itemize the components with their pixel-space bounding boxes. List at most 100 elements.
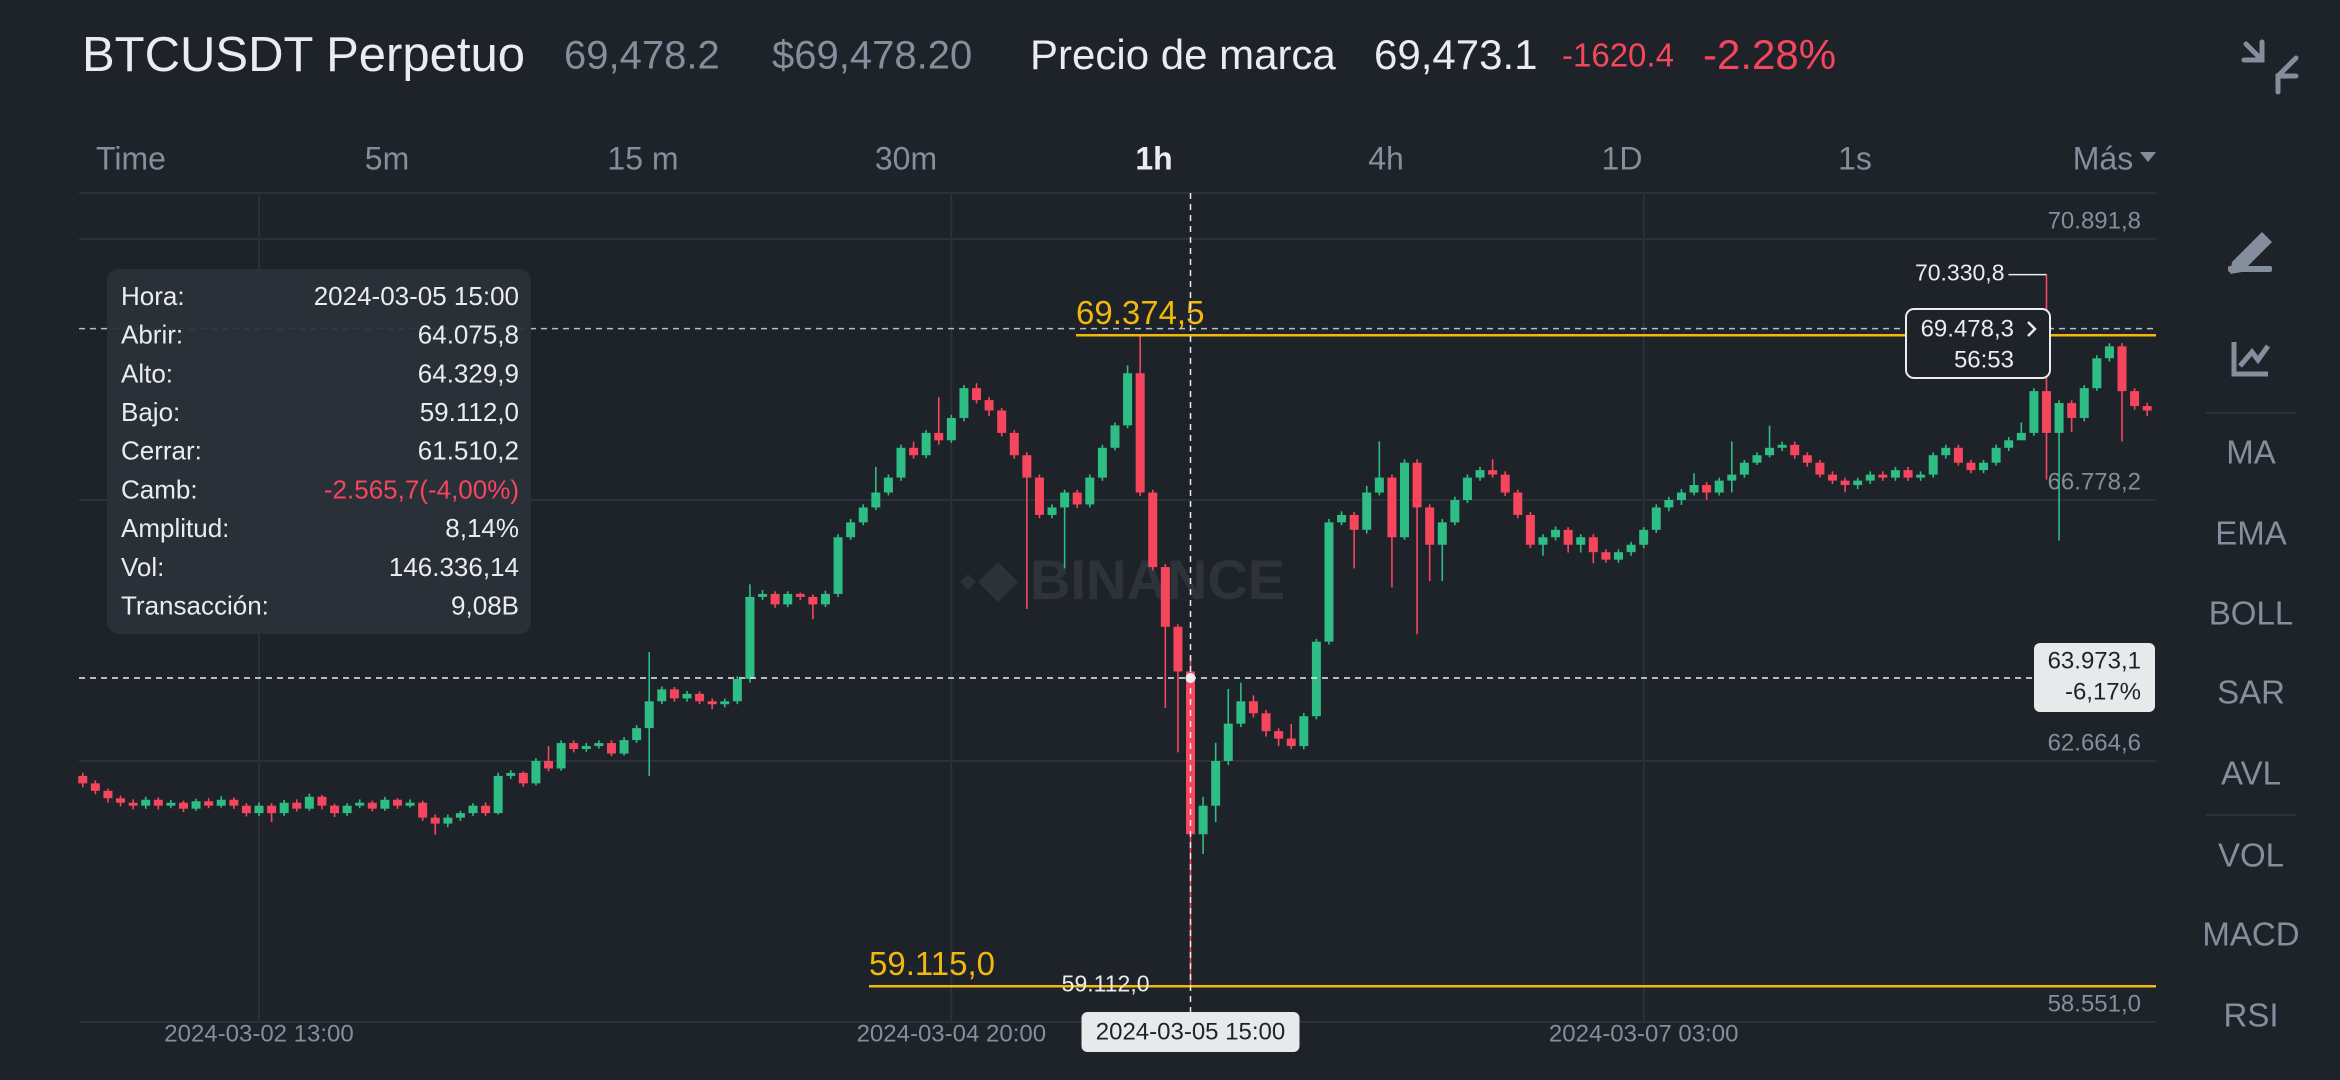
candle-body (934, 432, 944, 441)
candle-body (254, 805, 264, 814)
interval-tab[interactable]: 4h (1368, 140, 1404, 176)
candle-body (342, 805, 352, 814)
candle-body (1047, 507, 1057, 515)
last-price-value: 69.478,3 (1921, 315, 2014, 342)
candle-body (2054, 403, 2064, 433)
candle-body (1815, 462, 1825, 475)
candle-body (1034, 477, 1044, 515)
indicator-button[interactable]: EMA (2215, 515, 2287, 552)
candle-body (2079, 388, 2089, 418)
candle-body (820, 593, 830, 605)
countdown: 56:53 (1954, 346, 2014, 373)
candle-body (1500, 474, 1510, 493)
y-tick-label: 66.778,2 (2048, 468, 2141, 495)
mark-price: 69,473.1 (1374, 31, 1538, 78)
candle-body (1110, 425, 1120, 448)
candle-body (984, 400, 994, 411)
candle-body (770, 593, 780, 605)
candle-body (90, 783, 100, 791)
collapse-icon[interactable] (2241, 39, 2299, 95)
candle-body (1979, 462, 1989, 471)
candle-body (795, 593, 805, 597)
indicator-button[interactable]: AVL (2221, 755, 2281, 792)
candle-body (141, 799, 151, 806)
candle-body (1865, 474, 1875, 481)
interval-tab[interactable]: Más (2073, 140, 2133, 176)
candle-body (1173, 626, 1183, 672)
candle-body (1450, 500, 1460, 523)
candle-body (1425, 507, 1435, 545)
candle-body (569, 743, 579, 750)
interval-tab[interactable]: 1s (1838, 140, 1872, 176)
candle-body (581, 746, 591, 750)
candle-body (1563, 529, 1573, 545)
candle-body (2029, 391, 2039, 433)
indicator-button[interactable]: BOLL (2209, 595, 2293, 632)
candle-body (544, 760, 554, 769)
candle-body (1148, 492, 1158, 568)
candle-body (1953, 447, 1963, 463)
candle-body (1362, 492, 1372, 530)
candle-body (1827, 474, 1837, 481)
interval-tab[interactable]: Time (96, 140, 166, 176)
info-label: Transacción: (121, 590, 269, 620)
low-label: 59.112,0 (1062, 970, 1150, 996)
candle-body (1488, 470, 1498, 475)
interval-tab[interactable]: 30m (875, 140, 937, 176)
crosshair-time: 2024-03-05 15:00 (1096, 1018, 1286, 1045)
candle-body (1551, 529, 1561, 538)
draw-tool-icon[interactable] (2228, 232, 2272, 274)
indicator-icon[interactable] (2231, 342, 2271, 377)
candle-body (1286, 738, 1296, 747)
candle-body (1588, 537, 1598, 553)
candle-body (1790, 444, 1800, 456)
candle-body (2041, 391, 2051, 433)
candle-body (732, 678, 742, 702)
candle-body (1739, 462, 1749, 475)
candle-body (1601, 552, 1611, 560)
candle-body (1248, 701, 1258, 714)
interval-tab[interactable]: 15 m (607, 140, 678, 176)
candle-body (380, 799, 390, 809)
info-label: Camb: (121, 474, 198, 504)
info-value: 8,14% (445, 513, 519, 543)
indicator-button[interactable]: VOL (2218, 837, 2284, 874)
candle-body (1349, 514, 1359, 530)
candle-body (682, 693, 692, 699)
interval-tab[interactable]: 1h (1135, 140, 1172, 176)
candle-body (392, 799, 402, 806)
candle-body (1916, 474, 1926, 478)
dropdown-arrow[interactable] (2140, 152, 2156, 162)
candle-body (1085, 477, 1095, 505)
interval-tab[interactable]: 5m (365, 140, 409, 176)
candle-body (1890, 470, 1900, 478)
indicator-button[interactable]: RSI (2223, 997, 2278, 1034)
indicator-button[interactable]: SAR (2217, 674, 2285, 711)
candle-body (972, 388, 982, 401)
indicator-button[interactable]: MA (2226, 434, 2276, 471)
candle-body (1702, 485, 1712, 493)
candle-body (1475, 470, 1485, 478)
indicator-button[interactable]: MACD (2202, 916, 2299, 953)
info-value: 146.336,14 (389, 552, 519, 582)
candle-body (1400, 462, 1410, 538)
last-price-tag[interactable] (1905, 308, 2051, 379)
info-value: 64.075,8 (418, 320, 519, 350)
candle-body (1651, 507, 1661, 530)
crosshair-dot (1185, 672, 1196, 683)
candle-body (783, 593, 793, 605)
candle-body (1236, 701, 1246, 724)
info-panel (107, 269, 531, 634)
candle-body (279, 802, 289, 814)
candle-body (330, 805, 340, 814)
interval-tab[interactable]: 1D (1602, 140, 1643, 176)
price-level-label: 59.115,0 (869, 945, 995, 982)
candle-body (669, 689, 679, 699)
candle-body (1802, 455, 1812, 463)
candle-body (1513, 492, 1523, 515)
candle-body (1941, 447, 1951, 456)
symbol[interactable]: BTCUSDT Perpetuo (82, 28, 525, 82)
tag-chevron (2027, 321, 2037, 337)
candle-body (1903, 470, 1913, 478)
candle-body (481, 805, 491, 814)
